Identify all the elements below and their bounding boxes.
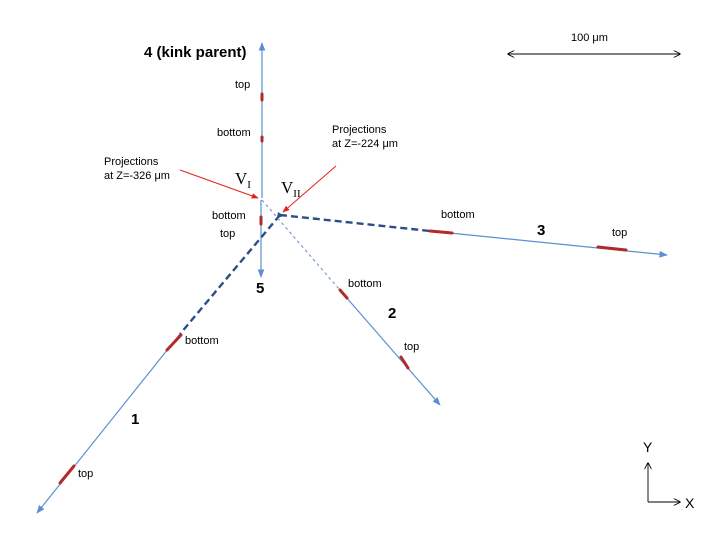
track-5-bottom-label: bottom: [212, 210, 246, 222]
projection-right-line2: at Z=-224 μm: [332, 138, 398, 150]
track-1-segment-bottom: [165, 333, 183, 352]
y-axis-label: Y: [643, 439, 653, 455]
track-1: 1 bottom top: [36, 214, 281, 514]
coordinate-axes: Y X: [643, 439, 695, 511]
vertex-2-marker: [277, 212, 284, 218]
projection-left-line2: at Z=-326 μm: [104, 170, 170, 182]
track-1-number: 1: [131, 411, 139, 428]
track-3-segment-top: [596, 245, 628, 252]
track-2: 2 bottom top: [261, 199, 441, 406]
track-5-top-label: top: [220, 228, 235, 240]
scale-bar-label: 100 μm: [571, 32, 608, 44]
track-4: 4 (kink parent) top bottom: [144, 42, 266, 200]
projection-left: Projections at Z=-326 μm: [104, 156, 259, 199]
track-3-number: 3: [537, 222, 545, 239]
track-4-number: 4 (kink parent): [144, 44, 247, 61]
projection-left-line1: Projections: [104, 156, 159, 168]
track-4-bottom-label: bottom: [217, 127, 251, 139]
projection-right: Projections at Z=-224 μm: [282, 124, 398, 213]
vertex-2: VII: [277, 178, 301, 218]
scale-bar: 100 μm: [508, 32, 680, 54]
vertex-2-label: VII: [281, 178, 301, 200]
track-1-bottom-label: bottom: [185, 335, 219, 347]
track-3-bottom-label: bottom: [441, 209, 475, 221]
track-1-top-label: top: [78, 468, 93, 480]
track-2-segment-bottom: [338, 288, 349, 300]
projection-right-line1: Projections: [332, 124, 387, 136]
track-3-top-label: top: [612, 227, 627, 239]
vertex-1: VI: [235, 169, 251, 191]
track-5-number: 5: [256, 280, 264, 297]
track-4-top-label: top: [235, 79, 250, 91]
track-2-top-label: top: [404, 341, 419, 353]
track-5: 5 bottom top: [212, 200, 265, 297]
track-2-bottom-label: bottom: [348, 278, 382, 290]
track-3-segment-bottom: [428, 229, 454, 235]
track-2-segment-top: [399, 355, 410, 370]
x-axis-label: X: [685, 495, 695, 511]
track-2-number: 2: [388, 305, 396, 322]
track-3: 3 bottom top: [279, 209, 668, 258]
track-1-segment-top: [58, 464, 76, 485]
vertex-1-label: VI: [235, 169, 251, 191]
